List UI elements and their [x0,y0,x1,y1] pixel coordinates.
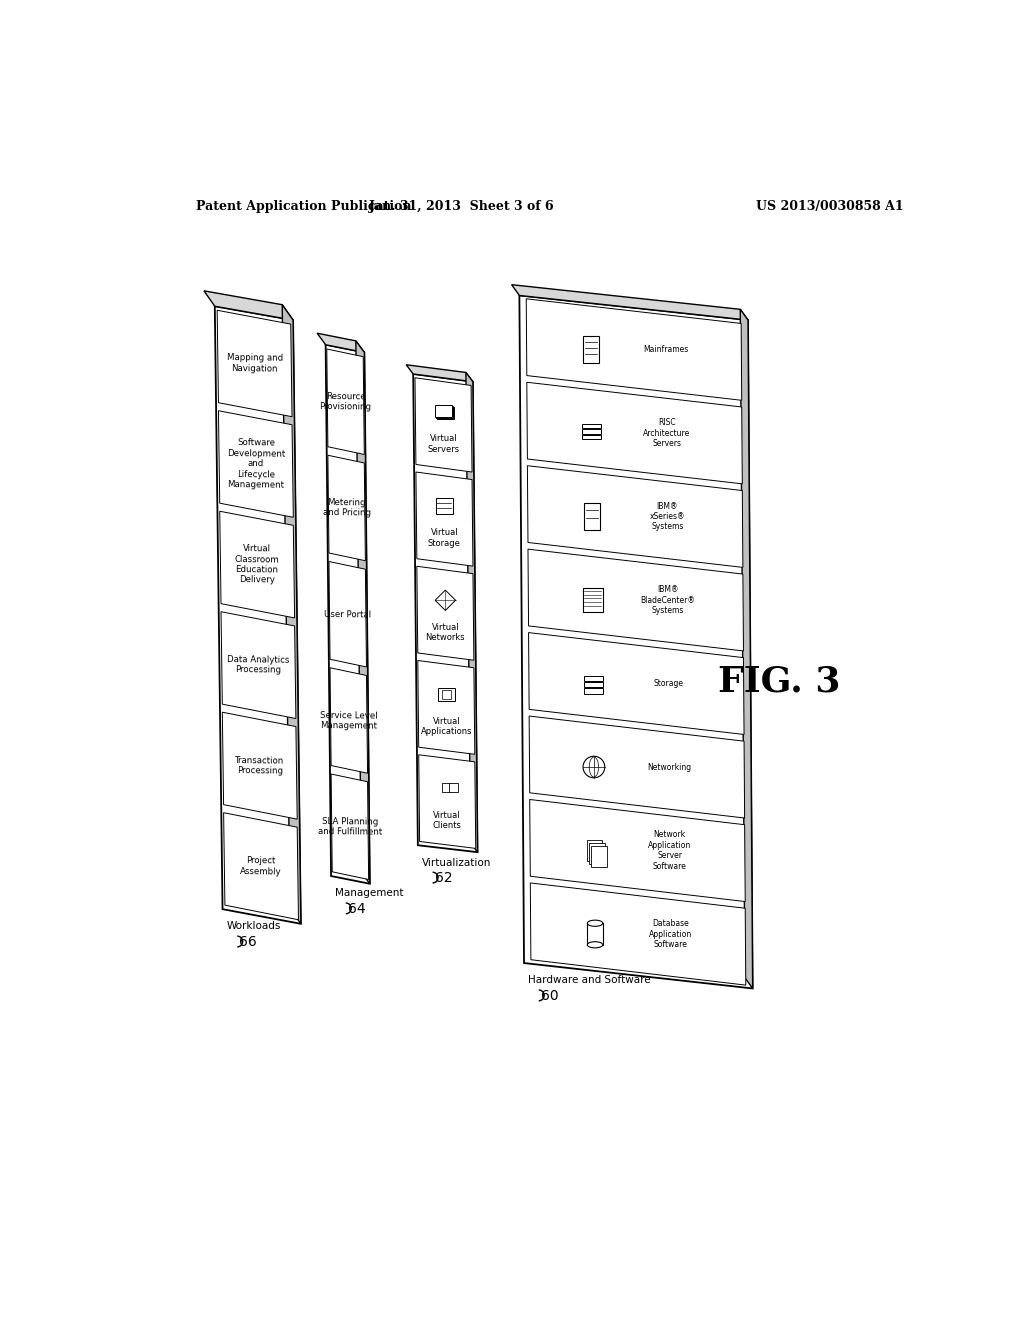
Text: 66: 66 [240,936,257,949]
Polygon shape [220,511,295,618]
Text: IBM®
xSeries®
Systems: IBM® xSeries® Systems [649,502,685,532]
Polygon shape [356,341,370,884]
Bar [583,429,601,434]
Polygon shape [221,611,296,718]
Text: SLA Planning
and Fulfillment: SLA Planning and Fulfillment [317,817,382,837]
Bar [435,405,452,417]
Text: Virtual
Networks: Virtual Networks [426,623,465,642]
Polygon shape [329,561,367,667]
Polygon shape [519,296,753,989]
Polygon shape [218,411,293,517]
Circle shape [583,756,605,777]
Text: Mainframes: Mainframes [644,345,689,354]
Text: Virtual
Clients: Virtual Clients [433,810,462,830]
Text: Virtualization: Virtualization [422,858,492,867]
Text: Virtual
Storage: Virtual Storage [428,528,461,548]
Text: RISC
Architecture
Servers: RISC Architecture Servers [643,418,690,447]
Bar [584,335,599,363]
Bar [585,503,600,531]
Polygon shape [417,566,474,660]
Polygon shape [327,348,365,454]
Polygon shape [415,378,472,473]
Ellipse shape [588,941,603,948]
Text: Network
Application
Server
Software: Network Application Server Software [648,830,691,871]
Text: Jan. 31, 2013  Sheet 3 of 6: Jan. 31, 2013 Sheet 3 of 6 [369,199,554,213]
Text: Virtual
Servers: Virtual Servers [427,434,460,454]
Text: Mapping and
Navigation: Mapping and Navigation [226,354,283,374]
Polygon shape [204,290,293,321]
Bar [438,688,455,701]
Polygon shape [331,774,369,879]
Text: Project
Assembly: Project Assembly [240,857,282,876]
Polygon shape [418,660,475,754]
Text: FIG. 3: FIG. 3 [718,665,841,700]
Polygon shape [526,298,741,400]
Bar [584,676,602,681]
Bar [583,424,601,429]
Polygon shape [466,372,477,853]
Polygon shape [407,364,473,381]
Bar [584,682,602,688]
Polygon shape [528,632,744,734]
Bar [587,840,602,861]
Bar [441,783,452,792]
Bar [584,688,602,693]
Text: 60: 60 [541,989,558,1003]
Text: Workloads: Workloads [226,921,281,932]
Text: Data Analytics
Processing: Data Analytics Processing [227,655,290,676]
Text: Software
Development
and
Lifecycle
Management: Software Development and Lifecycle Manag… [226,438,286,490]
Ellipse shape [588,920,603,927]
Bar [583,587,603,612]
Text: Metering
and Pricing: Metering and Pricing [323,498,371,517]
Polygon shape [317,333,365,352]
Text: Storage: Storage [653,678,684,688]
Text: Networking: Networking [647,763,691,771]
Text: Virtual
Applications: Virtual Applications [421,717,472,737]
Polygon shape [217,310,292,417]
Text: User Portal: User Portal [325,610,372,619]
Polygon shape [528,549,743,651]
Text: 62: 62 [434,871,453,886]
Bar [592,846,607,867]
Text: 64: 64 [348,903,366,916]
Bar [588,923,603,945]
Polygon shape [283,305,301,924]
Polygon shape [435,590,456,610]
Polygon shape [527,466,742,568]
Polygon shape [328,455,366,561]
Text: Virtual
Classroom
Education
Delivery: Virtual Classroom Education Delivery [234,544,280,585]
Text: US 2013/0030858 A1: US 2013/0030858 A1 [756,199,903,213]
Text: Resource
Provisioning: Resource Provisioning [319,392,372,412]
Polygon shape [414,374,477,853]
Polygon shape [419,755,476,849]
Polygon shape [529,715,744,818]
Bar [589,842,604,865]
Polygon shape [529,800,745,902]
Bar [436,499,453,513]
Polygon shape [530,883,745,985]
Bar [583,434,601,440]
Polygon shape [330,668,368,774]
Bar [449,783,458,792]
Text: Service Level
Management: Service Level Management [319,710,378,730]
Polygon shape [223,813,298,920]
Polygon shape [326,345,370,884]
Text: Patent Application Publication: Patent Application Publication [197,199,412,213]
Polygon shape [740,309,753,989]
Text: Hardware and Software: Hardware and Software [528,975,650,985]
Bar [437,407,454,418]
Polygon shape [215,306,301,924]
Polygon shape [512,285,748,321]
Polygon shape [222,713,297,820]
Bar [436,407,453,418]
Polygon shape [526,383,742,484]
Text: Management: Management [335,888,403,899]
Bar [442,690,451,698]
Text: Transaction
Processing: Transaction Processing [234,755,285,776]
Text: Database
Application
Software: Database Application Software [648,919,692,949]
Text: IBM®
BladeCenter®
Systems: IBM® BladeCenter® Systems [641,585,695,615]
Polygon shape [416,473,473,566]
